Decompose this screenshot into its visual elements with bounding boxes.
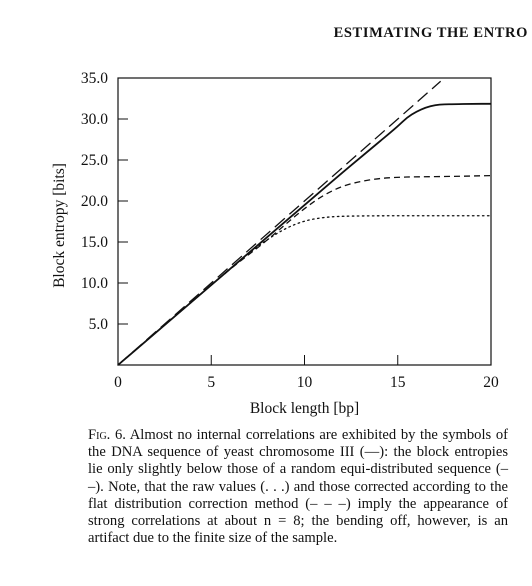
entropy-chart: 0 5 10 15 20 5.0 10.0 15.0 20.0 25.0 30.0 35.0 Bloc… xyxy=(51,70,499,417)
x-axis-label: Block length [bp] xyxy=(250,400,359,417)
y-tick-label: 5.0 xyxy=(89,316,109,333)
x-tick-label: 5 xyxy=(207,374,215,391)
y-tick-label: 25.0 xyxy=(81,152,108,169)
figure-label: Fig. 6. xyxy=(88,427,126,443)
x-tick-label: 20 xyxy=(483,374,499,391)
y-tick-label: 15.0 xyxy=(81,234,108,251)
figure-caption: Fig. 6. Almost no internal correlations … xyxy=(88,427,508,547)
y-tick-label: 10.0 xyxy=(81,275,108,292)
chart-ticks: 0 5 10 15 20 5.0 10.0 15.0 20.0 25.0 30.0 35.0 xyxy=(81,70,499,391)
caption-text: Almost no internal correlations are exhi… xyxy=(88,427,508,547)
chart-series xyxy=(117,80,492,366)
x-tick-label: 10 xyxy=(297,374,313,391)
y-axis-label: Block entropy [bits] xyxy=(51,163,68,288)
running-head: ESTIMATING THE ENTRO xyxy=(333,25,528,41)
series-solid-line xyxy=(117,102,491,366)
y-tick-label: 35.0 xyxy=(81,70,108,87)
x-tick-label: 0 xyxy=(114,374,122,391)
series-dotted-line xyxy=(117,215,492,366)
y-tick-label: 20.0 xyxy=(81,193,108,210)
x-tick-label: 15 xyxy=(390,374,406,391)
series-short-dash-line xyxy=(117,174,492,366)
y-tick-label: 30.0 xyxy=(81,111,108,128)
